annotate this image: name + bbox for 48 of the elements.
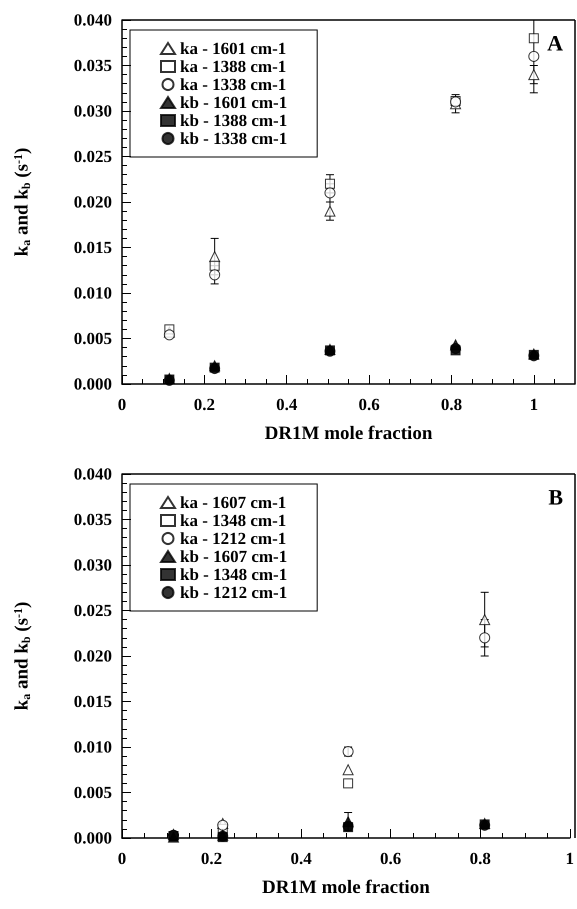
legend-label: kb - 1338 cm-1	[180, 129, 288, 148]
x-axis-title: DR1M mole fraction	[264, 423, 433, 444]
legend-label: ka - 1388 cm-1	[180, 57, 286, 76]
legend-label: ka - 1348 cm-1	[180, 511, 286, 530]
y-tick-label: 0.005	[74, 783, 112, 802]
x-tick-label: 0.4	[290, 849, 312, 868]
x-tick-label: 0.6	[358, 395, 380, 414]
y-tick-label: 0.010	[74, 284, 112, 302]
y-tick-label: 0.035	[74, 56, 112, 75]
y-tick-label: 0.000	[74, 374, 112, 394]
x-tick-label: 1	[566, 849, 574, 868]
legend-label: kb - 1212 cm-1	[180, 583, 288, 602]
x-tick-label: 0.6	[380, 849, 402, 868]
y-tick-label: 0.010	[74, 738, 112, 756]
y-tick-label: 0.005	[74, 329, 112, 348]
annotation: B	[548, 484, 564, 510]
y-tick-label: 0.040	[74, 10, 112, 30]
x-axis-title: DR1M mole fraction	[262, 877, 430, 898]
legend-label: kb - 1607 cm-1	[180, 547, 288, 566]
y-tick-label: 0.030	[74, 102, 112, 120]
legend-label: ka - 1338 cm-1	[180, 75, 286, 94]
y-tick-label: 0.015	[74, 692, 112, 711]
y-tick-label: 0.025	[74, 601, 112, 620]
y-tick-label: 0.020	[74, 192, 112, 212]
x-tick-label: 0	[118, 849, 126, 868]
x-tick-label: 0	[118, 395, 126, 414]
y-axis-title: ka and kb (s-1)	[11, 602, 33, 710]
legend-label: ka - 1601 cm-1	[180, 39, 286, 58]
legend-label: ka - 1607 cm-1	[180, 493, 286, 512]
y-tick-label: 0.020	[74, 646, 112, 666]
annotation: A	[547, 30, 564, 56]
x-tick-label: 1	[530, 395, 538, 414]
y-tick-label: 0.015	[74, 238, 112, 257]
legend-label: kb - 1348 cm-1	[180, 565, 288, 584]
x-tick-label: 0.4	[276, 395, 298, 414]
legend-label: ka - 1212 cm-1	[180, 529, 286, 548]
legend-label: kb - 1388 cm-1	[180, 111, 288, 130]
x-tick-label: 0.8	[470, 849, 491, 868]
y-tick-label: 0.025	[74, 147, 112, 166]
y-tick-label: 0.000	[74, 828, 112, 848]
x-tick-label: 0.8	[440, 395, 462, 414]
y-tick-label: 0.040	[74, 464, 112, 484]
legend-label: kb - 1601 cm-1	[180, 93, 288, 112]
y-axis-title: ka and kb (s-1)	[11, 148, 33, 256]
y-tick-label: 0.030	[74, 556, 112, 574]
x-tick-label: 0.2	[200, 849, 222, 868]
y-tick-label: 0.035	[74, 510, 112, 529]
x-tick-label: 0.2	[194, 395, 215, 414]
